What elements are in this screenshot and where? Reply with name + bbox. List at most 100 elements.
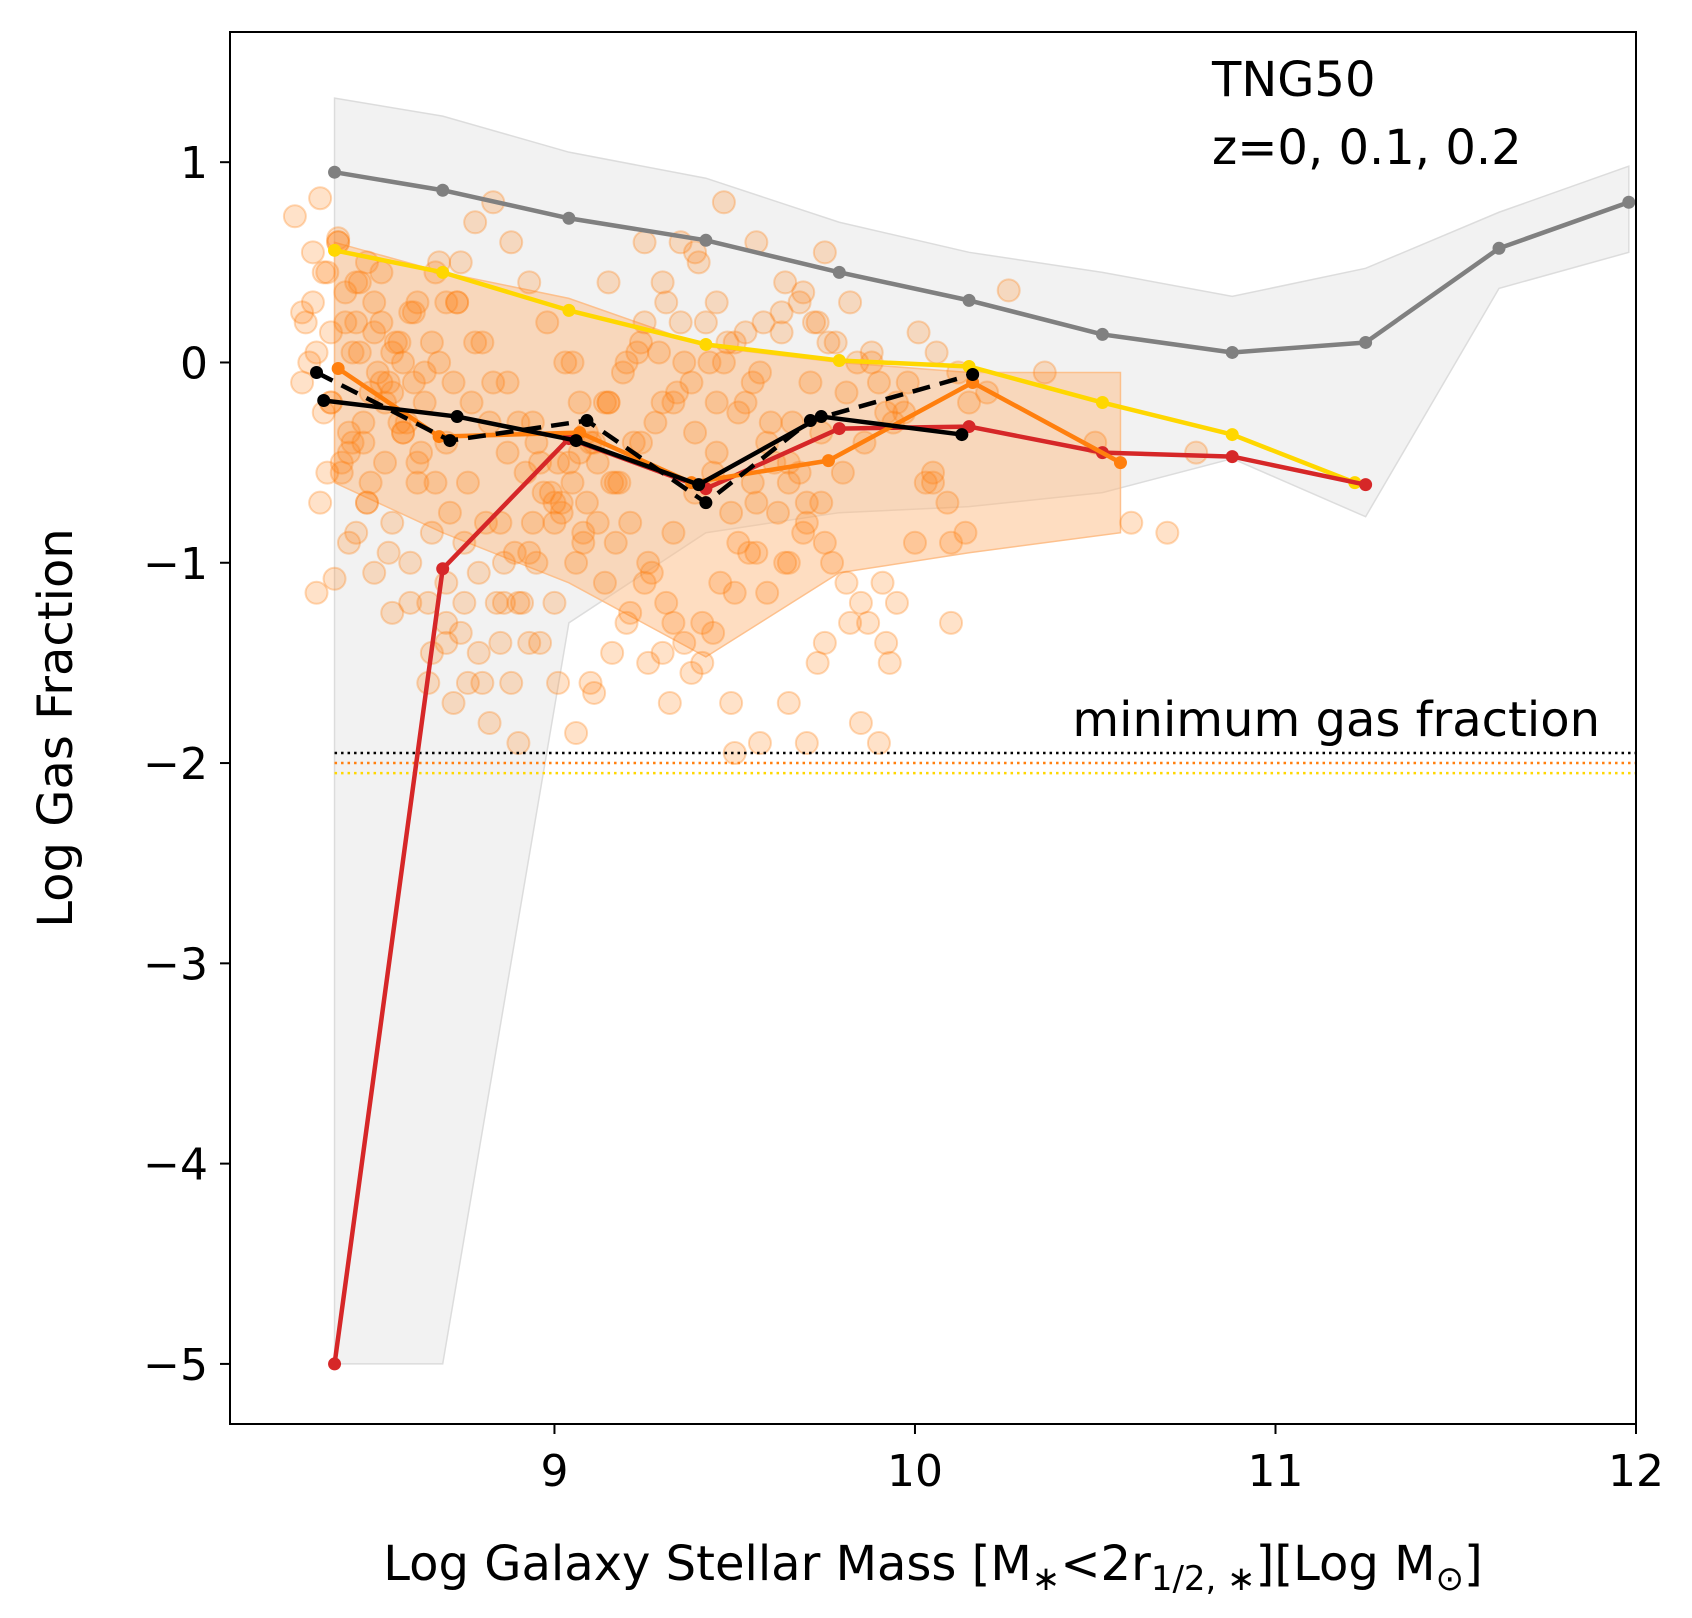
series-point-gold bbox=[436, 265, 450, 279]
scatter-point bbox=[906, 320, 931, 345]
scatter-point bbox=[614, 350, 639, 375]
y-tick-label: −4 bbox=[143, 1140, 208, 1191]
series-point-gold bbox=[562, 303, 576, 317]
scatter-point bbox=[838, 610, 863, 635]
series-point-gold bbox=[832, 353, 846, 367]
scatter-point bbox=[895, 370, 920, 395]
scatter-point bbox=[939, 610, 964, 635]
scatter-point bbox=[654, 590, 679, 615]
scatter-point bbox=[448, 250, 473, 275]
series-point-black-dashed bbox=[966, 367, 980, 381]
scatter-point bbox=[455, 470, 480, 495]
y-tick-label: −5 bbox=[143, 1340, 208, 1391]
scatter-point bbox=[632, 570, 657, 595]
scatter-point bbox=[704, 390, 729, 415]
scatter-point bbox=[830, 460, 855, 485]
scatter-point bbox=[603, 530, 628, 555]
scatter-point bbox=[996, 278, 1021, 303]
scatter-point bbox=[380, 600, 405, 625]
scatter-point bbox=[340, 430, 365, 455]
series-point-gray bbox=[699, 233, 713, 247]
series-point-black-solid bbox=[317, 394, 331, 408]
scatter-point bbox=[650, 640, 675, 665]
scatter-point bbox=[668, 310, 693, 335]
scatter-point bbox=[921, 470, 945, 495]
scatter-point bbox=[452, 530, 477, 555]
scatter-point bbox=[571, 530, 596, 555]
scatter-point bbox=[441, 690, 466, 715]
series-point-red bbox=[1359, 478, 1373, 492]
y-tick-label: 0 bbox=[180, 338, 208, 389]
scatter-point bbox=[437, 500, 462, 525]
scatter-point bbox=[603, 470, 628, 495]
x-tick-label: 12 bbox=[1608, 1446, 1664, 1497]
scatter-point bbox=[856, 610, 881, 635]
scatter-point bbox=[683, 420, 708, 445]
scatter-point bbox=[726, 400, 751, 425]
scatter-point bbox=[596, 390, 621, 415]
series-point-red bbox=[832, 422, 846, 436]
scatter-point bbox=[553, 350, 578, 375]
scatter-point bbox=[304, 340, 329, 365]
scatter-point bbox=[701, 620, 726, 645]
scatter-point bbox=[693, 310, 718, 335]
series-point-gray bbox=[1359, 335, 1373, 349]
scatter-point bbox=[560, 350, 585, 375]
scatter-point bbox=[347, 340, 372, 365]
scatter-point bbox=[391, 350, 416, 375]
scatter-point bbox=[463, 210, 488, 235]
scatter-point bbox=[452, 590, 477, 615]
scatter-point bbox=[1119, 510, 1144, 535]
scatter-point bbox=[816, 330, 841, 355]
scatter-point bbox=[639, 560, 664, 585]
scatter-point bbox=[517, 540, 542, 565]
scatter-point bbox=[787, 290, 812, 315]
scatter-point bbox=[636, 550, 661, 575]
scatter-point bbox=[369, 310, 394, 335]
scatter-point bbox=[794, 510, 819, 535]
scatter-point bbox=[351, 430, 376, 455]
scatter-point bbox=[481, 370, 506, 395]
scatter-point bbox=[823, 330, 848, 355]
scatter-point bbox=[329, 460, 354, 485]
scatter-point bbox=[1184, 440, 1209, 465]
scatter-point bbox=[607, 470, 632, 495]
scatter-point bbox=[812, 530, 837, 555]
scatter-point bbox=[913, 470, 938, 495]
scatter-point bbox=[448, 620, 473, 645]
scatter-point bbox=[812, 240, 837, 265]
scatter-point bbox=[434, 630, 459, 655]
scatter-point bbox=[398, 550, 423, 575]
scatter-point bbox=[708, 570, 733, 595]
scatter-point bbox=[290, 300, 315, 325]
scatter-point bbox=[661, 610, 686, 635]
scatter-point bbox=[405, 470, 430, 495]
scatter-point bbox=[528, 450, 553, 475]
series-black-dashed bbox=[310, 365, 980, 510]
scatter-point bbox=[351, 410, 376, 435]
series-point-gray bbox=[328, 165, 342, 179]
scatter-point bbox=[870, 570, 895, 595]
scatter-point bbox=[459, 390, 484, 415]
series-line-black-solid bbox=[323, 398, 963, 487]
scatter-point bbox=[531, 480, 556, 505]
scatter-point bbox=[380, 510, 405, 535]
annotation-redshifts: z=0, 0.1, 0.2 bbox=[1212, 120, 1522, 176]
series-layer bbox=[310, 165, 1636, 1371]
scatter-point bbox=[484, 590, 509, 615]
scatter-point bbox=[549, 500, 574, 525]
scatter-point bbox=[358, 470, 383, 495]
scatter-point bbox=[495, 440, 520, 465]
scatter-point bbox=[517, 630, 542, 655]
x-tick-label: 10 bbox=[887, 1446, 943, 1497]
scatter-point bbox=[333, 310, 358, 335]
scatter-point bbox=[704, 290, 729, 315]
scatter-point bbox=[434, 290, 459, 315]
scatter-point bbox=[747, 360, 772, 385]
scatter-point bbox=[369, 370, 394, 395]
scatter-point bbox=[596, 270, 621, 295]
scatter-point bbox=[802, 310, 827, 335]
scatter-point bbox=[618, 600, 643, 625]
scatter-point bbox=[510, 590, 535, 615]
series-point-gold bbox=[1225, 428, 1239, 442]
